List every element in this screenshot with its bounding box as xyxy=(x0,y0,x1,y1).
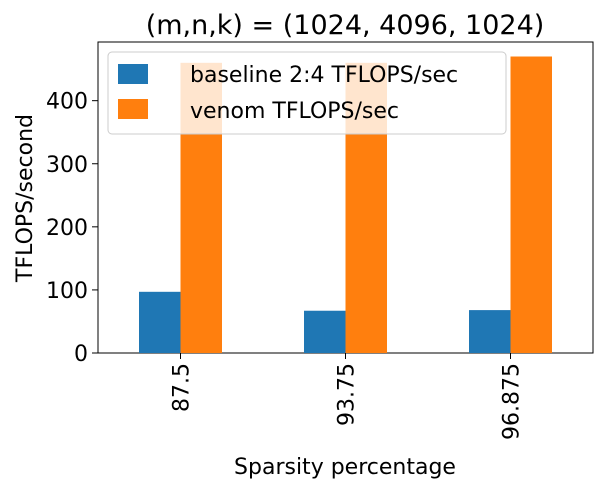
chart-title: (m,n,k) = (1024, 4096, 1024) xyxy=(146,10,545,41)
bar-baseline-87.5 xyxy=(139,291,181,353)
y-tick-label: 0 xyxy=(74,342,88,367)
y-tick-label: 400 xyxy=(46,90,88,115)
legend-label-baseline: baseline 2:4 TFLOPS/sec xyxy=(190,63,458,88)
y-tick-label: 200 xyxy=(46,216,88,241)
chart-legend: baseline 2:4 TFLOPS/sec venom TFLOPS/sec xyxy=(107,51,507,135)
bar-baseline-96.875 xyxy=(469,310,511,353)
legend-box xyxy=(107,51,507,135)
bar-baseline-93.75 xyxy=(304,310,346,353)
x-axis-ticks: 87.5 93.75 96.875 xyxy=(170,353,525,440)
y-tick-label: 300 xyxy=(46,153,88,178)
y-axis-label: TFLOPS/second xyxy=(13,114,38,283)
legend-label-venom: venom TFLOPS/sec xyxy=(190,99,399,124)
y-axis-ticks: 0 100 200 300 400 xyxy=(46,90,98,367)
bar-venom-96.875 xyxy=(510,56,552,354)
x-tick-label: 96.875 xyxy=(500,363,525,440)
x-axis-label: Sparsity percentage xyxy=(234,455,456,480)
legend-swatch-baseline xyxy=(118,64,148,84)
x-tick-label: 93.75 xyxy=(335,363,360,426)
legend-swatch-venom xyxy=(118,99,148,119)
y-tick-label: 100 xyxy=(46,279,88,304)
x-tick-label: 87.5 xyxy=(170,363,195,412)
